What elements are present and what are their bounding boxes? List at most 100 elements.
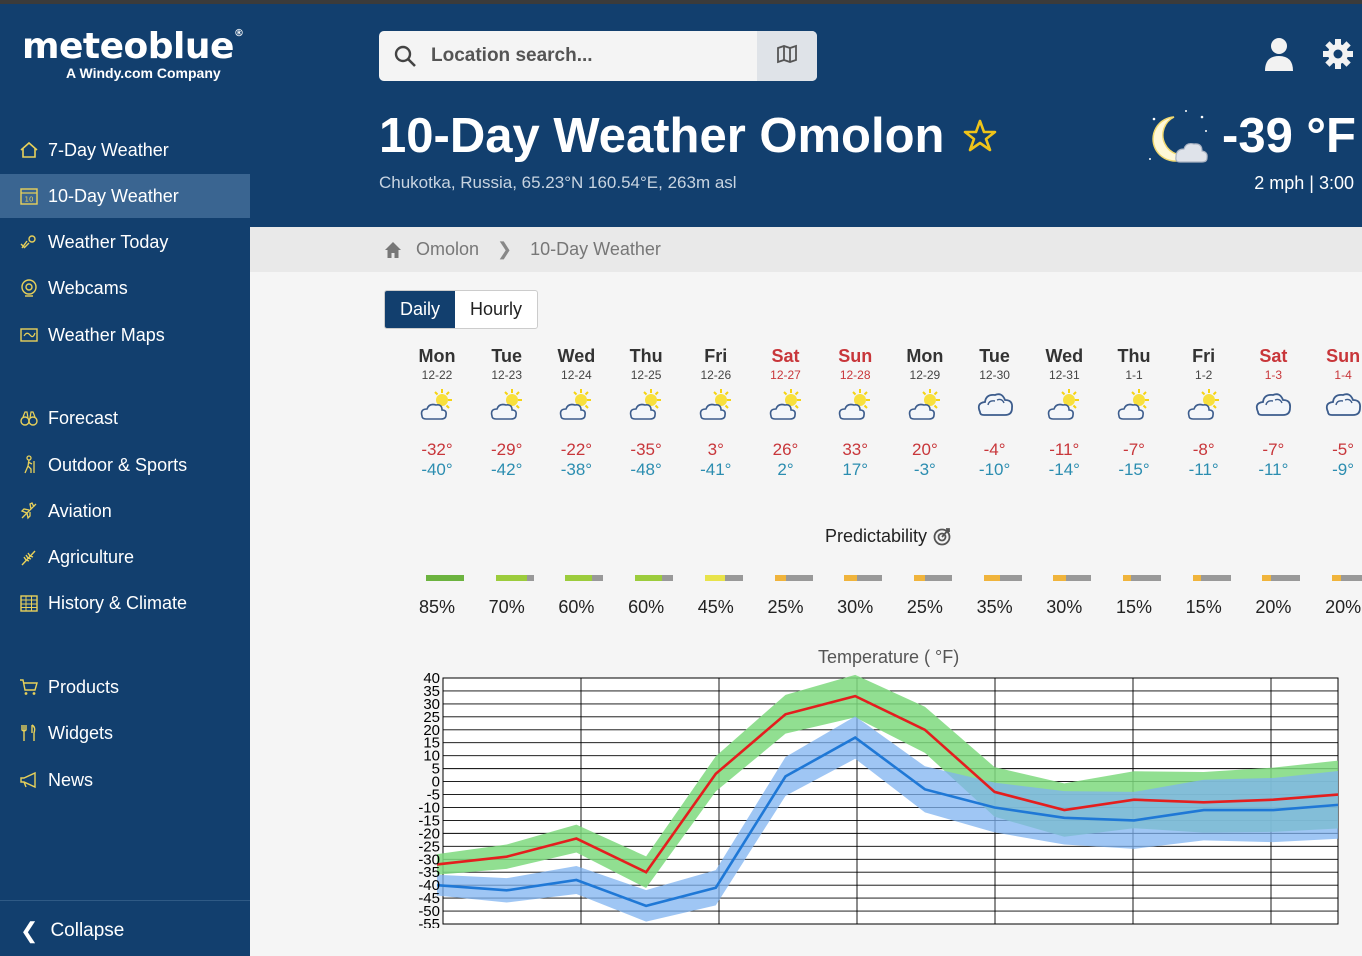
day-date: 12-24	[561, 368, 592, 382]
day-date: 12-26	[700, 368, 732, 382]
max-temp: -8°	[1192, 440, 1215, 459]
sun-cloud-icon	[820, 388, 890, 428]
predictability-fill	[704, 575, 725, 581]
day-date: 1-3	[1264, 368, 1283, 382]
day-column[interactable]: Wed 12-31 -11° -14°	[1029, 346, 1099, 480]
home-icon[interactable]	[384, 241, 402, 259]
binoculars-icon	[18, 407, 40, 429]
y-tick-label: 10	[423, 748, 440, 765]
sidebar-item-label: 10-Day Weather	[48, 185, 179, 206]
user-icon[interactable]	[1264, 37, 1294, 76]
y-tick-label: -30	[418, 851, 440, 868]
predictability-value: 25%	[906, 597, 943, 617]
day-column[interactable]: Mon 12-22 -32° -40°	[402, 346, 472, 480]
day-column[interactable]: Tue 12-23 -29° -42°	[472, 346, 542, 480]
divider	[0, 900, 250, 901]
day-name: Mon	[906, 346, 944, 366]
day-column[interactable]: Sun 12-28 33° 17°	[820, 346, 890, 480]
day-date: 12-25	[630, 368, 662, 382]
day-column[interactable]: Sun 1-4 -5° -9°	[1308, 346, 1362, 480]
predictability-value: 30%	[837, 597, 874, 617]
sun-cloud-icon	[1099, 388, 1169, 428]
top-border	[0, 0, 1362, 4]
search-box[interactable]	[379, 31, 817, 81]
day-name: Fri	[1192, 346, 1216, 366]
day-date: 12-31	[1048, 368, 1080, 382]
max-temp-line	[436, 694, 1339, 874]
max-temp: 20°	[912, 440, 938, 459]
y-tick-label: -40	[418, 877, 440, 894]
day-name: Thu	[1117, 346, 1151, 366]
temperature-chart: 4035302520151050-5-10-15-20-25-30-35-40-…	[418, 672, 1339, 928]
min-temp: -48°	[630, 460, 662, 479]
predictability-value: 25%	[767, 597, 804, 617]
star-icon[interactable]	[962, 118, 998, 154]
sidebar-item-weather-maps[interactable]: Weather Maps	[0, 313, 250, 357]
day-column[interactable]: Mon 12-29 20° -3°	[890, 346, 960, 480]
predictability-value: 15%	[1115, 597, 1153, 617]
day-name: Sat	[1259, 346, 1288, 366]
y-tick-label: -10	[418, 799, 440, 816]
home-icon	[18, 139, 40, 161]
logo-subtitle: A Windy.com Company	[66, 65, 221, 81]
day-name: Sat	[771, 346, 800, 366]
page-title: 10-Day Weather Omolon	[379, 108, 998, 164]
min-temp: 17°	[842, 460, 869, 479]
day-column[interactable]: Wed 12-24 -22° -38°	[541, 346, 611, 480]
predictability-bar	[1123, 575, 1161, 581]
sun-cloud-icon	[611, 388, 681, 428]
map-button[interactable]	[757, 31, 817, 81]
sidebar-item-7-day-weather[interactable]: 7-Day Weather	[0, 128, 250, 172]
sidebar-item-products[interactable]: Products	[0, 665, 250, 709]
day-date: 1-4	[1334, 368, 1352, 382]
max-temp: -11°	[1049, 440, 1080, 459]
sidebar-item-aviation[interactable]: Aviation	[0, 489, 250, 533]
collapse-button[interactable]: ❮ Collapse	[20, 918, 124, 944]
sidebar-item-news[interactable]: News	[0, 758, 250, 802]
moon-cloud-icon	[1146, 109, 1210, 174]
max-temp: -5°	[1332, 440, 1355, 459]
search-input[interactable]	[431, 31, 757, 81]
weather-today-icon	[18, 231, 40, 253]
predictability-bar	[426, 575, 464, 581]
sidebar-item-label: Widgets	[48, 722, 114, 743]
sidebar-item-agriculture[interactable]: Agriculture	[0, 535, 250, 579]
min-temp: -15°	[1118, 460, 1150, 479]
sidebar-item-label: Webcams	[48, 277, 128, 298]
sidebar-item-label: News	[48, 769, 94, 790]
min-temp: -11°	[1188, 460, 1219, 479]
sidebar-item-forecast[interactable]: Forecast	[0, 396, 250, 440]
day-column[interactable]: Sat 1-3 -7° -11°	[1238, 346, 1308, 480]
day-column[interactable]: Tue 12-30 -4° -10°	[960, 346, 1030, 480]
hiker-icon	[18, 454, 40, 476]
webcam-icon	[18, 277, 40, 299]
day-column[interactable]: Thu 1-1 -7° -15°	[1099, 346, 1169, 480]
breadcrumb-home[interactable]: Omolon	[416, 239, 480, 259]
sidebar-item-webcams[interactable]: Webcams	[0, 266, 250, 310]
max-temp: 26°	[772, 440, 799, 459]
map-icon	[18, 324, 40, 346]
min-temp: -40°	[421, 460, 453, 479]
predictability-icon[interactable]	[932, 527, 952, 547]
predictability-fill	[1053, 575, 1067, 581]
min-temp: 2°	[777, 460, 794, 479]
sidebar-item-outdoor-sports[interactable]: Outdoor & Sports	[0, 443, 250, 487]
day-column[interactable]: Sat 12-27 26° 2°	[751, 346, 821, 480]
day-column[interactable]: Thu 12-25 -35° -48°	[611, 346, 681, 480]
view-tabs: Daily Hourly	[384, 290, 539, 329]
min-temp-line	[436, 736, 1339, 908]
sidebar-item-weather-today[interactable]: Weather Today	[0, 220, 250, 264]
tab-daily[interactable]: Daily	[385, 291, 456, 328]
y-tick-label: -50	[418, 903, 440, 920]
logo[interactable]: meteoblue® A Windy.com Company	[22, 26, 244, 81]
tab-hourly[interactable]: Hourly	[470, 299, 523, 319]
predictability-value: 30%	[1046, 597, 1083, 617]
sidebar-item-10-day-weather[interactable]: 10 10-Day Weather	[0, 174, 250, 218]
day-column[interactable]: Fri 1-2 -8° -11°	[1169, 346, 1239, 480]
day-column[interactable]: Fri 12-26 3° -41°	[681, 346, 751, 480]
sidebar-item-widgets[interactable]: Widgets	[0, 711, 250, 755]
calendar-icon: 10	[18, 185, 40, 207]
predictability-fill	[844, 575, 858, 581]
sidebar-item-history-climate[interactable]: History & Climate	[0, 581, 250, 625]
gear-icon[interactable]	[1322, 38, 1354, 75]
